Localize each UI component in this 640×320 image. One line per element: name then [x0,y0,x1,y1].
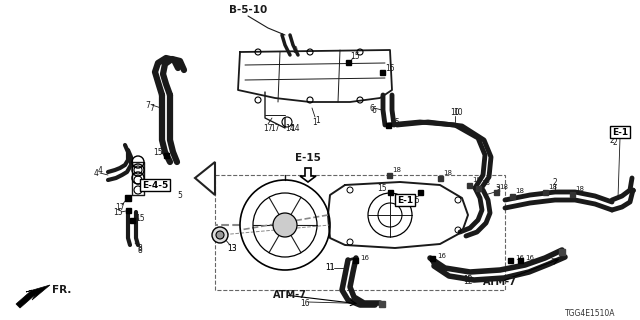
Bar [476,186,481,190]
Text: 1: 1 [316,116,321,124]
Text: 15: 15 [135,213,145,222]
Bar [508,258,513,262]
Text: 10: 10 [450,108,460,116]
Text: 12: 12 [463,276,473,284]
Text: 4: 4 [93,169,99,178]
Text: E-15: E-15 [295,153,321,163]
Bar [346,60,351,65]
Text: 11: 11 [325,263,335,273]
Text: 15: 15 [390,117,400,126]
Text: 8: 8 [138,245,142,254]
Circle shape [216,231,224,239]
Text: 3: 3 [495,183,500,193]
Text: 17: 17 [115,203,125,212]
Text: 15: 15 [350,52,360,60]
Bar [518,258,522,262]
Text: 15: 15 [385,63,395,73]
Bar [493,189,499,195]
Polygon shape [300,168,316,182]
Text: 16: 16 [438,253,447,259]
Text: E-4-5: E-4-5 [142,180,168,189]
Bar [570,191,575,196]
Text: ATM-7: ATM-7 [273,290,307,300]
Text: ATM-7: ATM-7 [483,277,517,287]
Bar [387,172,392,178]
Text: 4: 4 [97,165,102,174]
Text: 16: 16 [525,255,534,261]
Text: 18: 18 [481,180,490,186]
Text: 15: 15 [113,207,123,217]
Bar [379,301,385,307]
Text: 16: 16 [515,255,525,261]
Text: 18: 18 [575,186,584,192]
Bar [380,69,385,75]
Text: 9: 9 [292,45,298,54]
Text: 2: 2 [552,178,557,187]
Text: 12: 12 [463,277,473,286]
Bar [429,255,435,260]
Bar [129,218,134,222]
Text: FR.: FR. [52,285,72,295]
Bar [417,189,422,195]
Text: 18: 18 [472,177,481,183]
Polygon shape [16,285,50,308]
Bar [387,189,392,195]
Bar [543,189,547,195]
Bar [125,195,131,201]
Bar [438,175,442,180]
Text: 18: 18 [444,170,452,176]
Text: 17: 17 [263,124,273,132]
Text: 15: 15 [377,183,387,193]
Text: 15: 15 [410,196,420,204]
Text: 18: 18 [515,188,525,194]
Text: 5: 5 [177,190,182,199]
Text: 2: 2 [610,135,614,145]
Text: 6: 6 [369,103,374,113]
Bar [385,123,390,127]
Text: 16: 16 [360,255,369,261]
Text: B-5-10: B-5-10 [229,5,267,15]
Text: 8: 8 [138,244,142,252]
Text: 13: 13 [227,244,237,252]
Text: 18: 18 [392,167,401,173]
Text: 3: 3 [495,186,500,195]
Text: 1: 1 [312,117,317,126]
Text: 18: 18 [499,184,509,190]
Text: 18: 18 [548,184,557,190]
Text: 7: 7 [145,100,150,109]
Text: 16: 16 [300,299,310,308]
Text: 17: 17 [270,124,280,132]
Text: E-1: E-1 [397,196,413,204]
Text: E-4-5: E-4-5 [142,180,168,189]
Text: 2: 2 [612,138,618,147]
Bar [353,258,358,262]
Text: 6: 6 [372,106,376,115]
Text: 14: 14 [290,124,300,132]
Text: 15: 15 [153,148,163,156]
Circle shape [273,213,297,237]
Text: 10: 10 [453,108,463,116]
Bar [509,194,515,198]
Text: E-1: E-1 [612,127,628,137]
Text: TGG4E1510A: TGG4E1510A [564,309,615,318]
Text: 13: 13 [227,244,237,252]
Bar [163,153,168,157]
Bar [559,249,565,255]
Circle shape [212,227,228,243]
Bar [125,207,131,212]
Text: 14: 14 [285,124,295,132]
Bar [467,182,472,188]
Text: 7: 7 [150,103,154,113]
Text: 11: 11 [325,263,335,273]
